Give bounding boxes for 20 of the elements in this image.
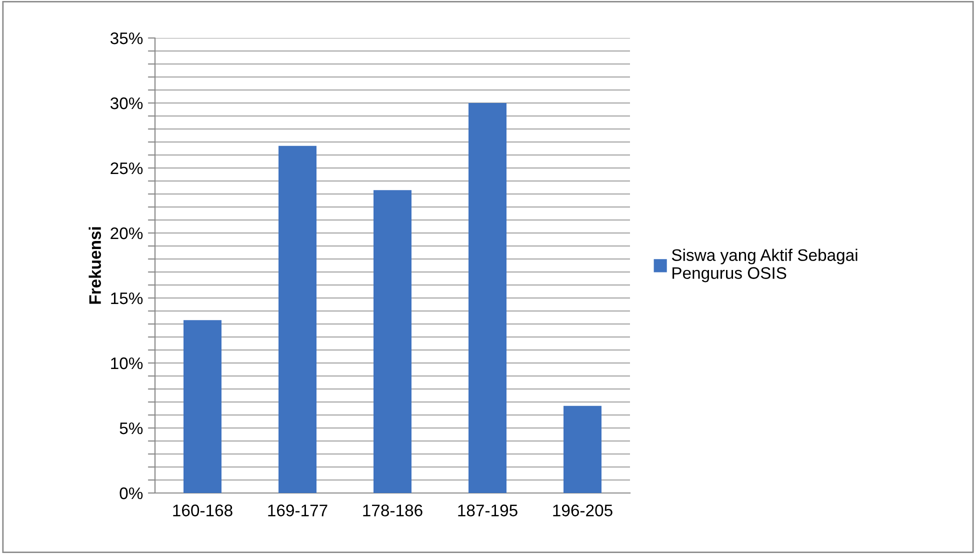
bar bbox=[564, 406, 602, 493]
x-tick-label: 169-177 bbox=[268, 504, 328, 516]
y-tick-label: 30% bbox=[110, 97, 143, 110]
bar bbox=[374, 190, 412, 493]
x-tick-label: 187-195 bbox=[458, 504, 518, 516]
x-tick-label: 178-186 bbox=[363, 504, 422, 516]
legend-label: Siswa yang Aktif Sebagai Pengurus OSIS bbox=[672, 248, 858, 282]
y-tick-label: 20% bbox=[110, 227, 143, 240]
y-tick-label: 15% bbox=[111, 292, 143, 304]
x-tick-label: 196-205 bbox=[553, 504, 612, 516]
bar bbox=[278, 146, 316, 493]
y-tick-label: 10% bbox=[111, 357, 143, 370]
y-tick-label: 5% bbox=[120, 422, 143, 434]
bar bbox=[184, 320, 222, 493]
y-axis-title: Frekuensi bbox=[88, 227, 101, 304]
y-tick-label: 0% bbox=[120, 487, 143, 500]
x-tick-label: 160-168 bbox=[173, 504, 232, 516]
y-tick-label: 25% bbox=[110, 162, 143, 174]
bar bbox=[468, 103, 506, 493]
y-tick-label: 35% bbox=[110, 32, 143, 44]
